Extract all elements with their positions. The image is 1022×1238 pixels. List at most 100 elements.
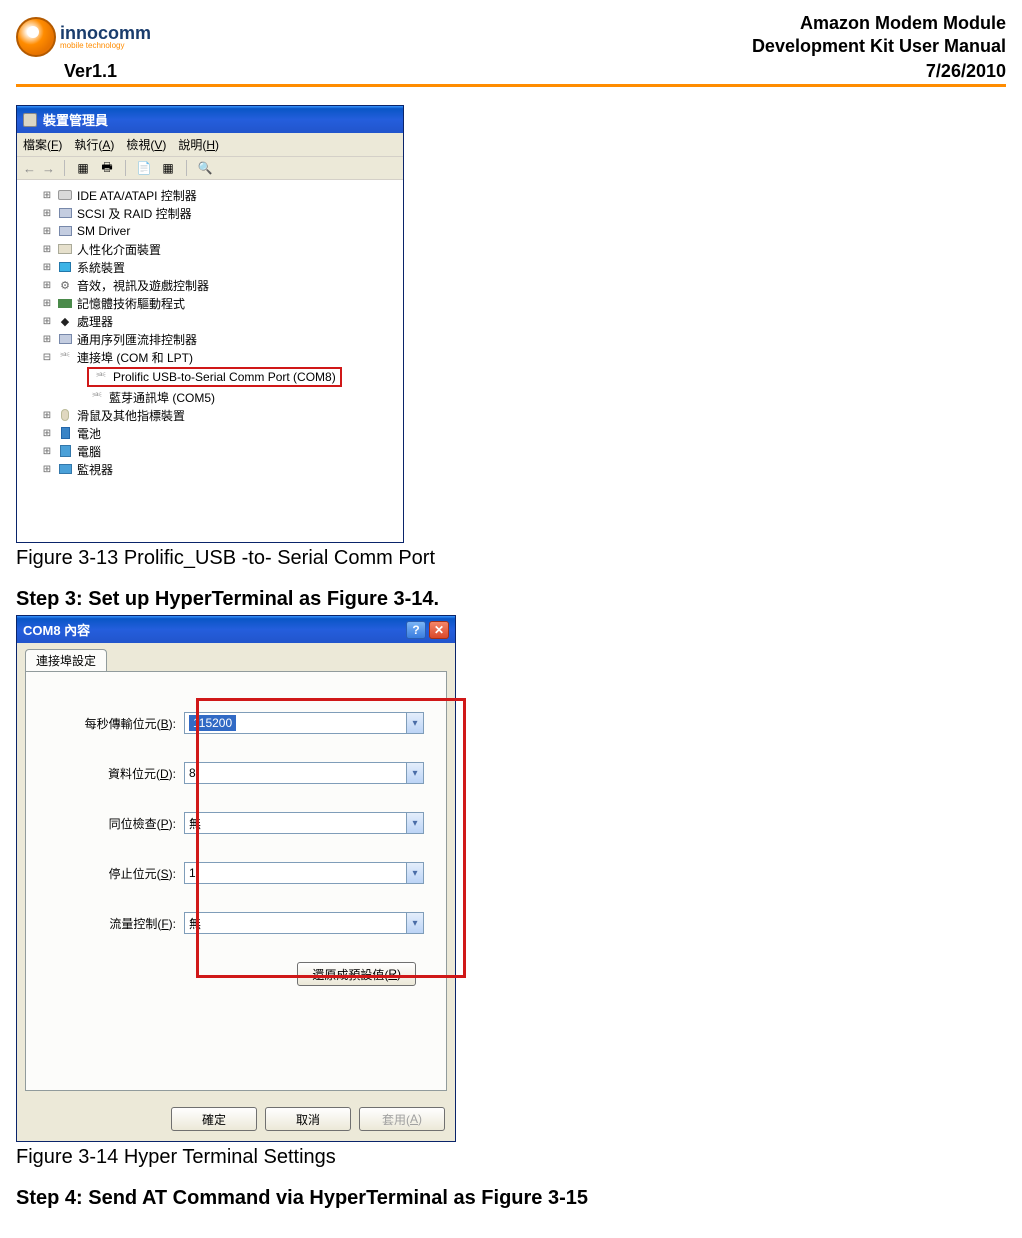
- forward-icon[interactable]: →: [42, 161, 55, 176]
- expand-icon[interactable]: ⊞: [41, 298, 53, 309]
- tree-label: 電池: [77, 425, 101, 442]
- tab-port-settings[interactable]: 連接埠設定: [25, 649, 107, 671]
- tree-item[interactable]: ⊞ 電池: [25, 424, 399, 442]
- tree-item[interactable]: ⊞SCSI 及 RAID 控制器: [25, 204, 399, 222]
- tree-item[interactable]: ⊞ ◆ 處理器: [25, 312, 399, 330]
- device-icon: [57, 206, 73, 220]
- cancel-button[interactable]: 取消: [265, 1107, 351, 1131]
- expand-icon[interactable]: ⊞: [41, 280, 53, 291]
- toolbar-sep: [64, 160, 65, 176]
- expand-icon[interactable]: ⊟: [41, 352, 53, 363]
- tree-item[interactable]: ⊞IDE ATA/ATAPI 控制器: [25, 186, 399, 204]
- header-rule: [16, 84, 1006, 87]
- expand-icon[interactable]: ⊞: [41, 334, 53, 345]
- tree-label: 電腦: [77, 443, 101, 460]
- tree-item[interactable]: ⊞ 系統裝置: [25, 258, 399, 276]
- expand-icon[interactable]: ⊞: [41, 464, 53, 475]
- dialog-buttons: 確定 取消 套用(A): [17, 1101, 455, 1141]
- close-icon[interactable]: ✕: [429, 621, 449, 639]
- label-flow: 流量控制(F):: [48, 915, 176, 932]
- menu-action[interactable]: 執行(A): [74, 136, 114, 153]
- device-icon: ◆: [57, 314, 73, 328]
- device-icon: ⚙: [57, 278, 73, 292]
- tree-item[interactable]: ⊞⚙音效，視訊及遊戲控制器: [25, 276, 399, 294]
- tree-label: 滑鼠及其他指標裝置: [77, 407, 185, 424]
- tree-item[interactable]: ⎃ 藍芽通訊埠 (COM5): [25, 388, 399, 406]
- toolbar-btn-4[interactable]: ▦: [159, 160, 177, 176]
- device-icon: [57, 408, 73, 422]
- tree-item[interactable]: ⊞ 人性化介面裝置: [25, 240, 399, 258]
- label-data: 資料位元(D):: [48, 765, 176, 782]
- page-header: innocomm mobile technology Amazon Modem …: [16, 12, 1006, 57]
- logo: innocomm mobile technology: [16, 17, 151, 57]
- highlight-frame: [196, 698, 466, 978]
- expand-icon[interactable]: ⊞: [41, 428, 53, 439]
- tree-item[interactable]: ⊞記憶體技術驅動程式: [25, 294, 399, 312]
- device-tree: ⊞IDE ATA/ATAPI 控制器⊞SCSI 及 RAID 控制器⊞SM Dr…: [17, 180, 403, 542]
- com8-title: COM8 內容: [23, 620, 90, 639]
- back-icon[interactable]: ←: [23, 161, 36, 176]
- toolbar-btn-2[interactable]: 🖶: [98, 160, 116, 176]
- logo-icon: [16, 17, 56, 57]
- device-icon: [57, 444, 73, 458]
- menu-file[interactable]: 檔案(F): [23, 136, 62, 153]
- expand-icon[interactable]: ⊞: [41, 244, 53, 255]
- expand-icon[interactable]: ⊞: [41, 226, 53, 237]
- ok-button[interactable]: 確定: [171, 1107, 257, 1131]
- tree-label: 系統裝置: [77, 259, 125, 276]
- toolbar-btn-1[interactable]: ▦: [74, 160, 92, 176]
- header-bottom: Ver1.1 7/26/2010: [16, 61, 1006, 84]
- tree-item-highlighted[interactable]: ⎃ Prolific USB-to-Serial Comm Port (COM8): [87, 367, 342, 387]
- tree-item[interactable]: ⊞ 滑鼠及其他指標裝置: [25, 406, 399, 424]
- toolbar-sep: [186, 160, 187, 176]
- com8-titlebar[interactable]: COM8 內容 ? ✕: [17, 616, 455, 643]
- step4-heading: Step 4: Send AT Command via HyperTermina…: [16, 1187, 1006, 1210]
- toolbar-btn-5[interactable]: 🔍: [196, 160, 214, 176]
- figure-caption-1: Figure 3-13 Prolific_USB -to- Serial Com…: [16, 547, 1006, 570]
- tree-item[interactable]: ⊞ 電腦: [25, 442, 399, 460]
- toolbar-btn-3[interactable]: 📄: [135, 160, 153, 176]
- tab-panel: 每秒傳輸位元(B): 115200 ▾ 資料位元(D): 8 ▾ 同位檢查(P)…: [25, 671, 447, 1091]
- device-icon: [57, 296, 73, 310]
- tree-item[interactable]: ⊞ SM Driver: [25, 222, 399, 240]
- tree-label: Prolific USB-to-Serial Comm Port (COM8): [113, 370, 336, 384]
- devmgr-icon: [23, 113, 37, 127]
- logo-sub: mobile technology: [60, 42, 151, 50]
- date-label: 7/26/2010: [926, 61, 1006, 82]
- apply-button[interactable]: 套用(A): [359, 1107, 445, 1131]
- doc-title-line2: Development Kit User Manual: [752, 35, 1006, 58]
- device-icon: [57, 332, 73, 346]
- devmgr-titlebar[interactable]: 裝置管理員: [17, 106, 403, 133]
- device-icon: [57, 224, 73, 238]
- menu-help[interactable]: 說明(H): [178, 136, 219, 153]
- tree-item[interactable]: ⊞ 監視器: [25, 460, 399, 478]
- label-parity: 同位檢查(P):: [48, 815, 176, 832]
- menu-view[interactable]: 檢視(V): [126, 136, 166, 153]
- tree-label: 通用序列匯流排控制器: [77, 331, 197, 348]
- tree-item[interactable]: ⊟⎃連接埠 (COM 和 LPT): [25, 348, 399, 366]
- tree-label: 處理器: [77, 313, 113, 330]
- expand-icon[interactable]: ⊞: [41, 410, 53, 421]
- tree-label: 藍芽通訊埠 (COM5): [109, 389, 215, 406]
- value-stop: 1: [189, 866, 196, 880]
- logo-name: innocomm: [60, 24, 151, 42]
- expand-icon[interactable]: ⊞: [41, 208, 53, 219]
- tree-item[interactable]: ⊞ 通用序列匯流排控制器: [25, 330, 399, 348]
- tree-label: SM Driver: [77, 224, 130, 238]
- figure-caption-2: Figure 3-14 Hyper Terminal Settings: [16, 1146, 1006, 1169]
- expand-icon[interactable]: ⊞: [41, 190, 53, 201]
- device-icon: ⎃: [89, 390, 105, 404]
- tree-label: 監視器: [77, 461, 113, 478]
- device-icon: [57, 260, 73, 274]
- tree-label: 人性化介面裝置: [77, 241, 161, 258]
- devmgr-toolbar: ← → ▦ 🖶 📄 ▦ 🔍: [17, 157, 403, 180]
- tab-strip: 連接埠設定: [25, 649, 447, 671]
- expand-icon[interactable]: ⊞: [41, 316, 53, 327]
- device-icon: [57, 462, 73, 476]
- help-icon[interactable]: ?: [406, 621, 426, 639]
- device-icon: [57, 188, 73, 202]
- label-baud: 每秒傳輸位元(B):: [48, 715, 176, 732]
- expand-icon[interactable]: ⊞: [41, 446, 53, 457]
- expand-icon[interactable]: ⊞: [41, 262, 53, 273]
- port-icon: ⎃: [93, 370, 109, 384]
